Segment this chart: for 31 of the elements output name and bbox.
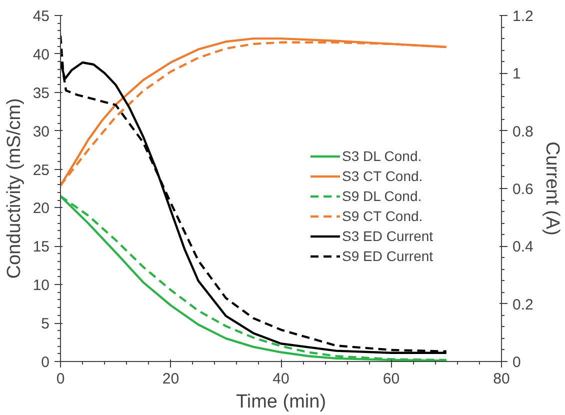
x-tick-label: 20 <box>162 370 180 388</box>
y2-tick-label: 0.6 <box>512 181 534 198</box>
y-tick-label: 25 <box>32 162 50 179</box>
y2-tick-label: 0.4 <box>512 238 534 256</box>
y-tick-label: 20 <box>32 200 50 218</box>
y-tick-label: 0 <box>41 354 50 371</box>
legend-label: S3 ED Current <box>342 228 434 244</box>
y2-axis-title: Current (A) <box>541 142 562 236</box>
y-tick-label: 5 <box>41 316 50 333</box>
y2-tick-label: 1 <box>512 66 521 83</box>
y2-tick-label: 1.2 <box>512 8 534 25</box>
y-tick-label: 30 <box>32 123 50 140</box>
legend-label: S9 CT Cond. <box>342 208 423 224</box>
x-tick-label: 0 <box>56 370 65 388</box>
y2-tick-label: 0 <box>512 354 521 371</box>
y2-tick-label: 0.2 <box>512 296 534 314</box>
x-tick-label: 80 <box>493 370 510 388</box>
x-tick-label: 60 <box>382 370 400 388</box>
y-axis-title: Conductivity (mS/cm) <box>4 98 25 279</box>
y-tick-label: 10 <box>32 277 50 294</box>
legend-label: S9 DL Cond. <box>342 188 422 204</box>
legend-label: S3 CT Cond. <box>342 168 423 184</box>
y-tick-label: 40 <box>32 46 50 64</box>
legend-label: S3 DL Cond. <box>342 148 422 164</box>
x-tick-label: 40 <box>272 370 290 388</box>
legend-label: S9 ED Current <box>342 248 434 264</box>
y2-tick-label: 0.8 <box>512 123 534 140</box>
y-tick-label: 35 <box>32 84 50 102</box>
y-tick-label: 15 <box>32 238 50 256</box>
x-axis-title: Time (min) <box>236 392 326 412</box>
y-tick-label: 45 <box>32 8 50 25</box>
